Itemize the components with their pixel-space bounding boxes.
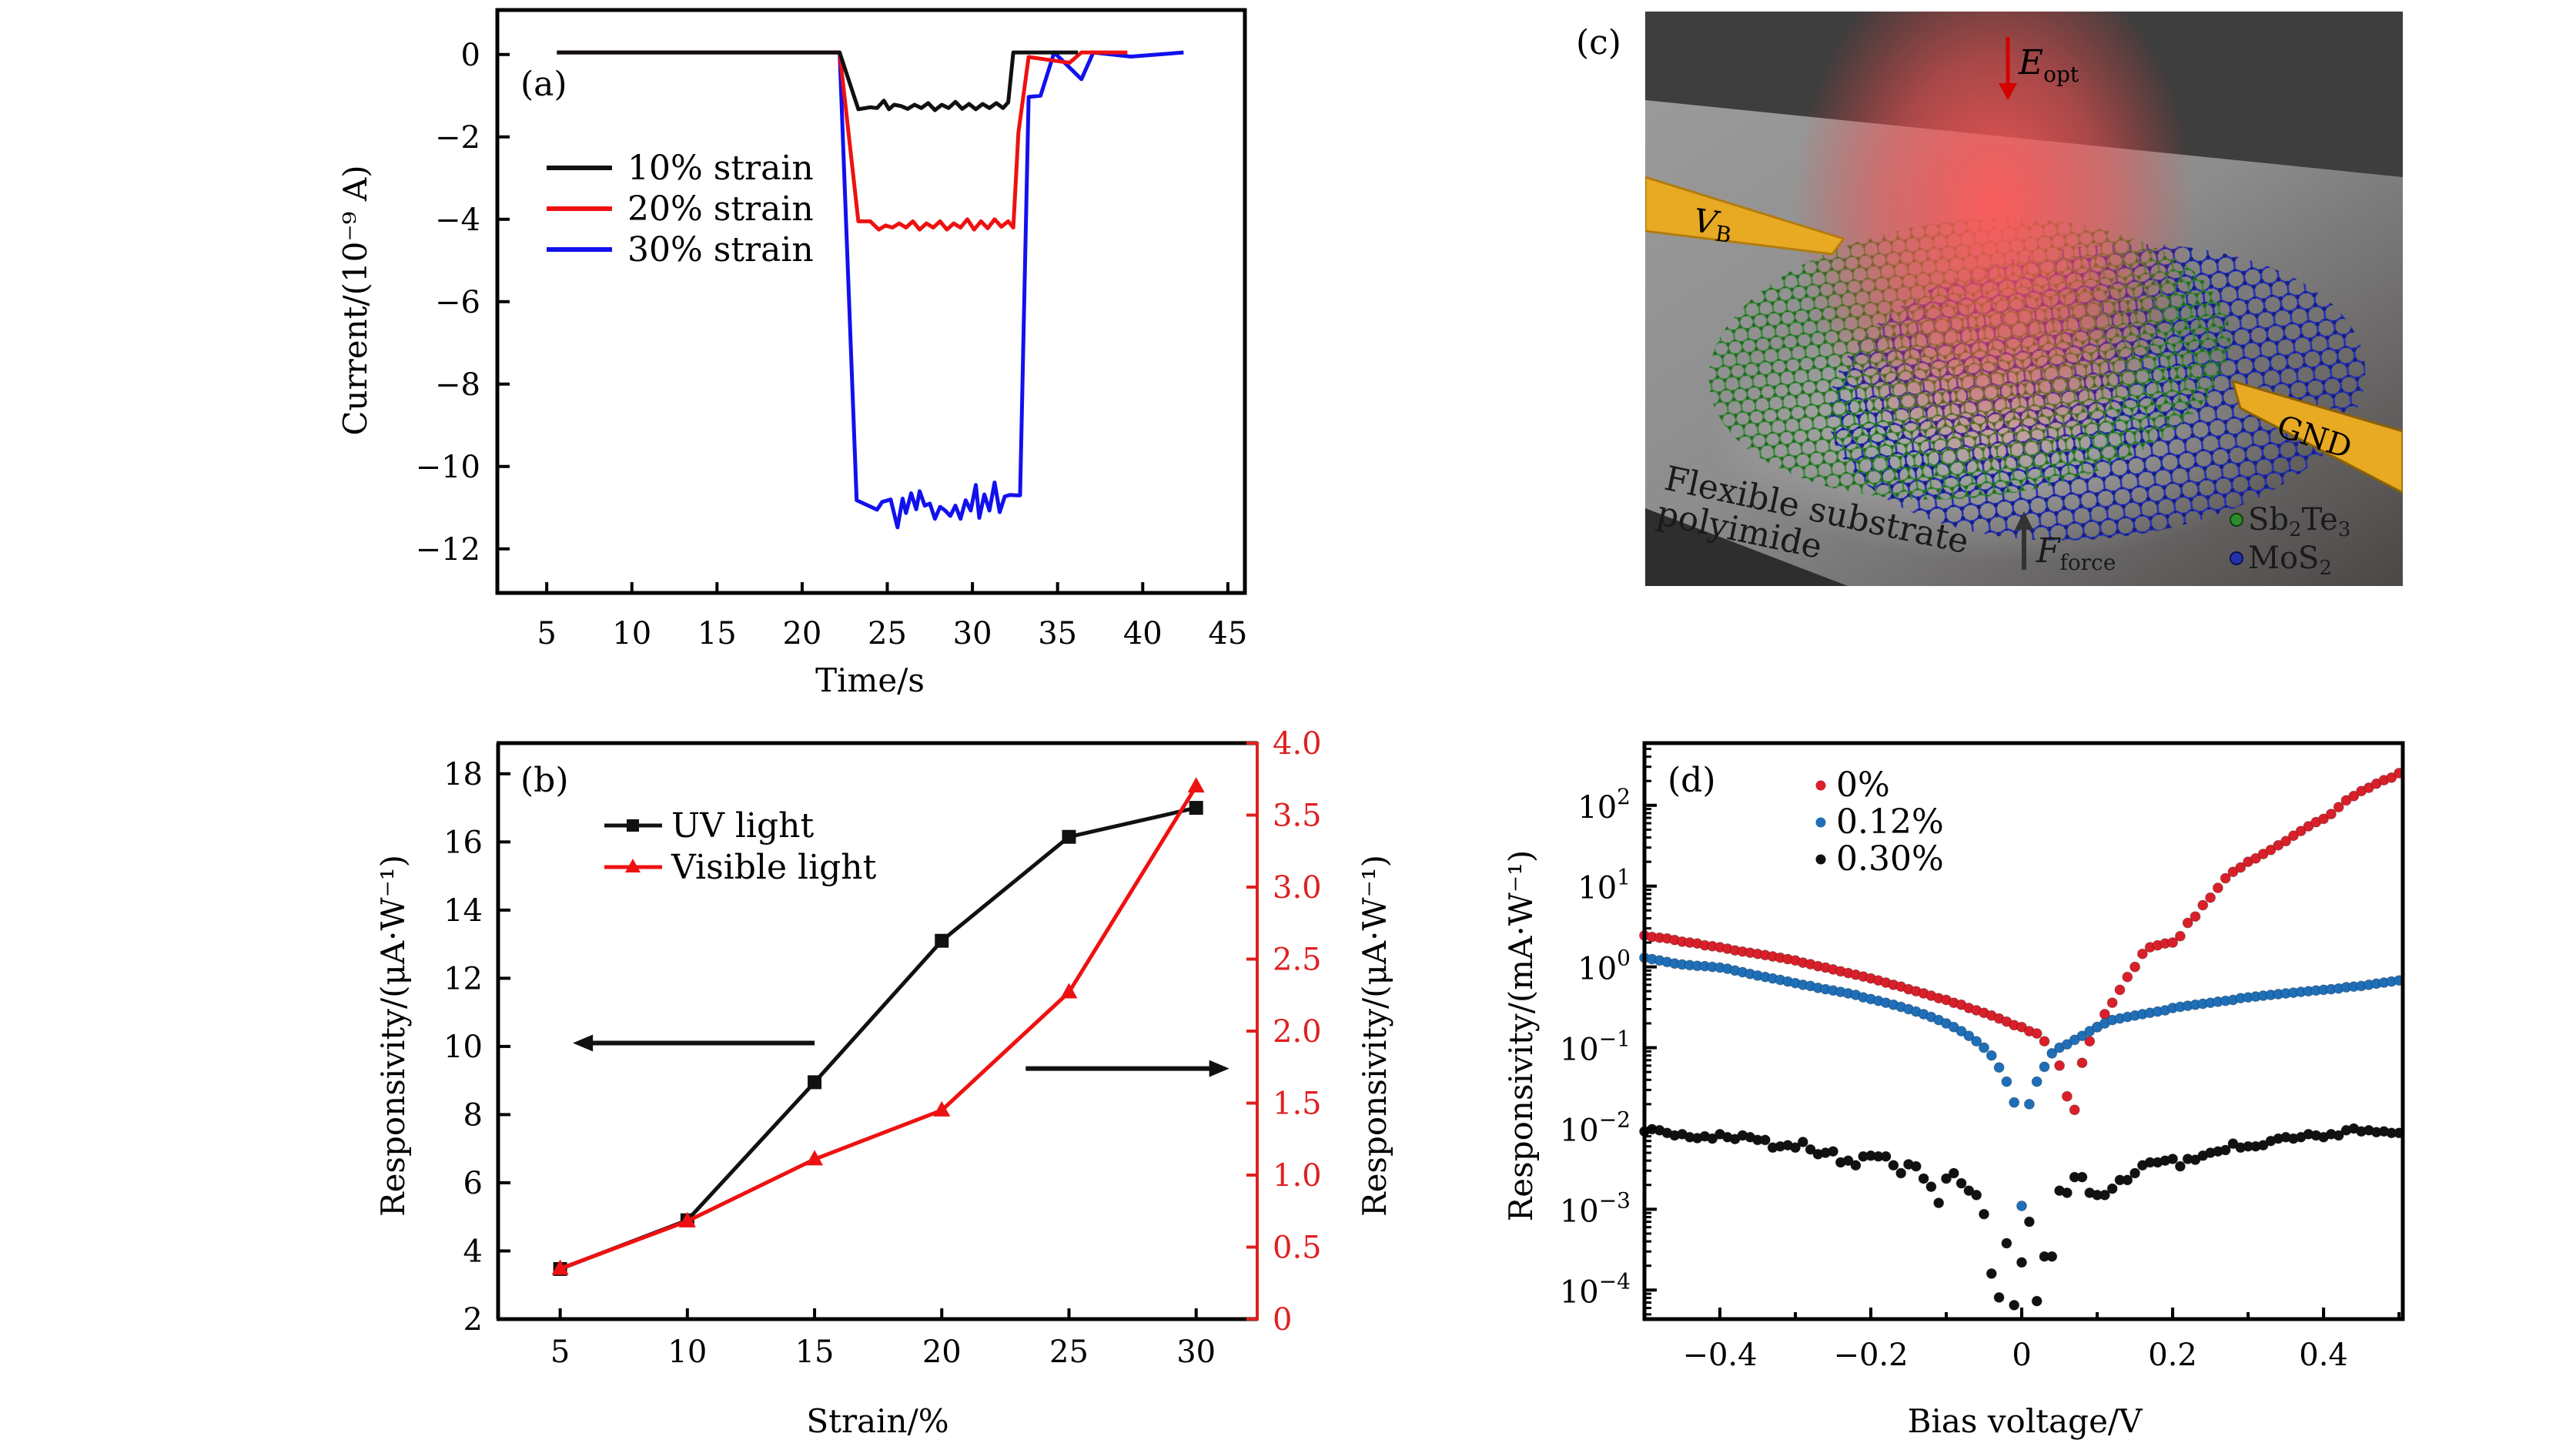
legend-label: 30% strain	[627, 230, 814, 270]
panel-label: (a)	[520, 65, 567, 104]
series-line-20-strain	[557, 50, 1128, 232]
x-tick-label: 25	[868, 616, 907, 651]
legend-label: 20% strain	[627, 189, 814, 229]
x-tick-label: 40	[1123, 616, 1163, 651]
plot-area	[557, 50, 1184, 530]
series-line-30-strain	[557, 50, 1184, 530]
y-tick-label: −12	[416, 532, 480, 568]
y-tick-label: −6	[435, 285, 480, 320]
x-axis-title: Time/s	[815, 661, 925, 699]
x-tick-label: 30	[953, 616, 992, 651]
y-tick-label: −10	[416, 450, 480, 485]
x-tick-label: 20	[782, 616, 821, 651]
x-axis-ticks: 5 10 15 20 25 30 35 40 45	[537, 582, 1247, 651]
x-tick-label: 35	[1038, 616, 1077, 651]
legend-label: 10% strain	[627, 149, 814, 188]
y-tick-label: −2	[435, 120, 480, 156]
x-tick-label: 5	[537, 616, 556, 651]
y-tick-label: 0	[461, 38, 480, 73]
y-axis-ticks: 0 −2 −4 −6 −8 −10 −12	[416, 38, 510, 568]
y-tick-label: −4	[435, 203, 480, 238]
x-tick-label: 15	[698, 616, 737, 651]
x-tick-label: 10	[612, 616, 651, 651]
x-tick-label: 45	[1208, 616, 1247, 651]
y-axis-title: Current/(10⁻⁹ A)	[336, 165, 374, 435]
y-tick-label: −8	[435, 367, 480, 403]
series-line-10-strain	[557, 50, 1079, 112]
